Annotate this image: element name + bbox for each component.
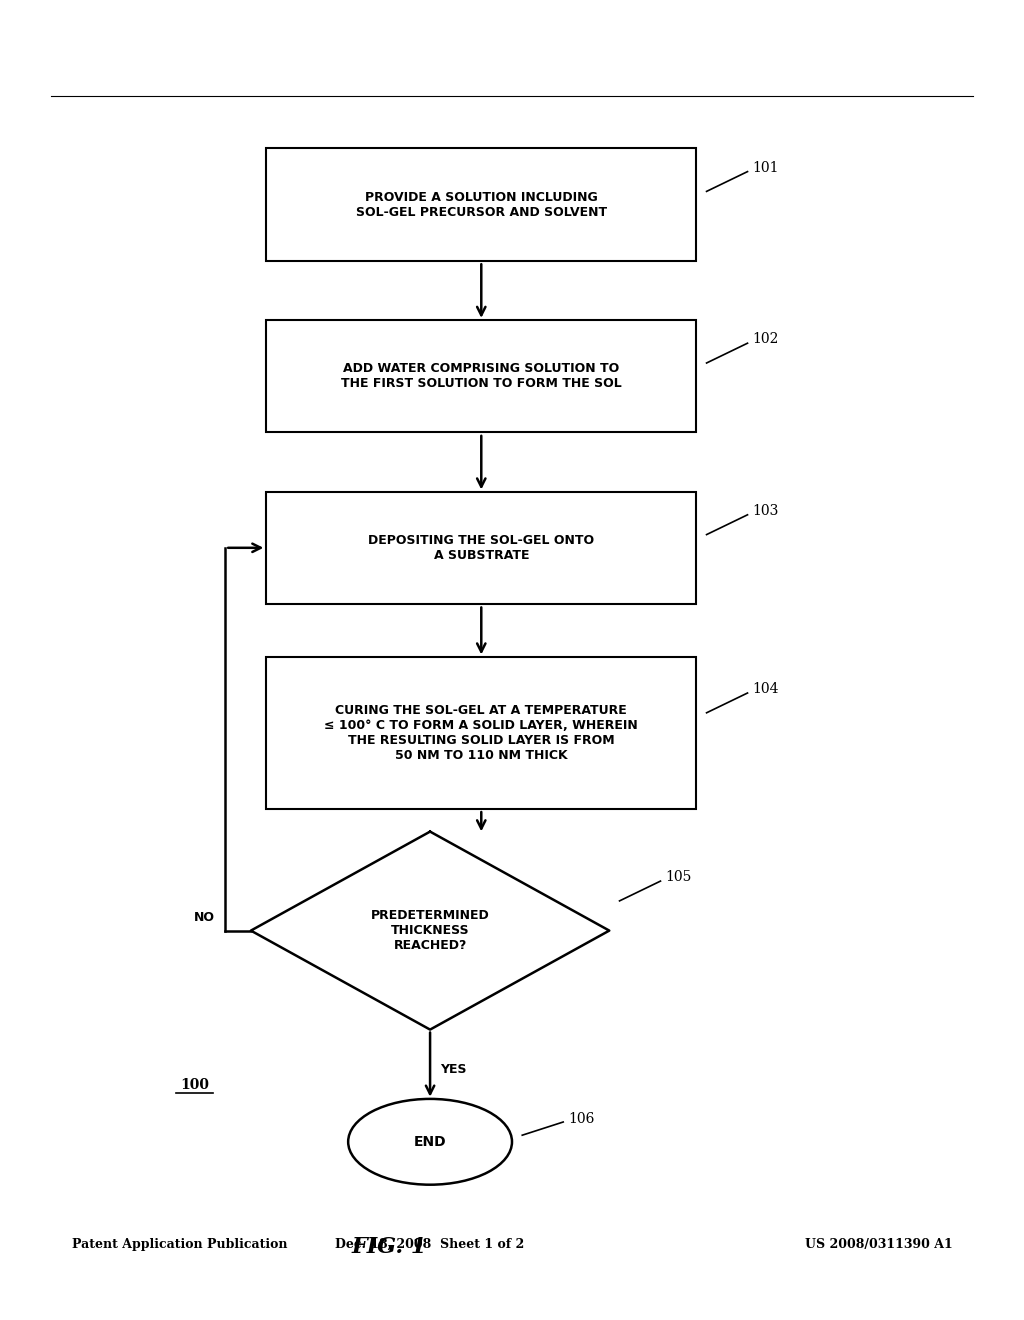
- FancyBboxPatch shape: [266, 492, 696, 605]
- Text: END: END: [414, 1135, 446, 1148]
- Text: 105: 105: [666, 870, 692, 884]
- Text: Dec. 18, 2008  Sheet 1 of 2: Dec. 18, 2008 Sheet 1 of 2: [336, 1238, 524, 1251]
- Text: PROVIDE A SOLUTION INCLUDING
SOL-GEL PRECURSOR AND SOLVENT: PROVIDE A SOLUTION INCLUDING SOL-GEL PRE…: [355, 190, 607, 219]
- Text: 100: 100: [180, 1078, 209, 1092]
- Text: 103: 103: [753, 504, 779, 517]
- Text: YES: YES: [440, 1063, 467, 1076]
- Text: US 2008/0311390 A1: US 2008/0311390 A1: [805, 1238, 952, 1251]
- Text: CURING THE SOL-GEL AT A TEMPERATURE
≤ 100° C TO FORM A SOLID LAYER, WHEREIN
THE : CURING THE SOL-GEL AT A TEMPERATURE ≤ 10…: [325, 704, 638, 762]
- FancyBboxPatch shape: [266, 149, 696, 261]
- Text: ADD WATER COMPRISING SOLUTION TO
THE FIRST SOLUTION TO FORM THE SOL: ADD WATER COMPRISING SOLUTION TO THE FIR…: [341, 362, 622, 391]
- Ellipse shape: [348, 1098, 512, 1185]
- Text: FIG. 1: FIG. 1: [351, 1237, 427, 1258]
- Text: 104: 104: [753, 682, 779, 696]
- FancyBboxPatch shape: [266, 657, 696, 808]
- Text: Patent Application Publication: Patent Application Publication: [72, 1238, 287, 1251]
- Text: NO: NO: [194, 911, 215, 924]
- Text: DEPOSITING THE SOL-GEL ONTO
A SUBSTRATE: DEPOSITING THE SOL-GEL ONTO A SUBSTRATE: [369, 533, 594, 562]
- Text: 102: 102: [753, 333, 779, 346]
- Text: 106: 106: [568, 1113, 595, 1126]
- FancyBboxPatch shape: [266, 319, 696, 433]
- Text: PREDETERMINED
THICKNESS
REACHED?: PREDETERMINED THICKNESS REACHED?: [371, 909, 489, 952]
- Text: 101: 101: [753, 161, 779, 174]
